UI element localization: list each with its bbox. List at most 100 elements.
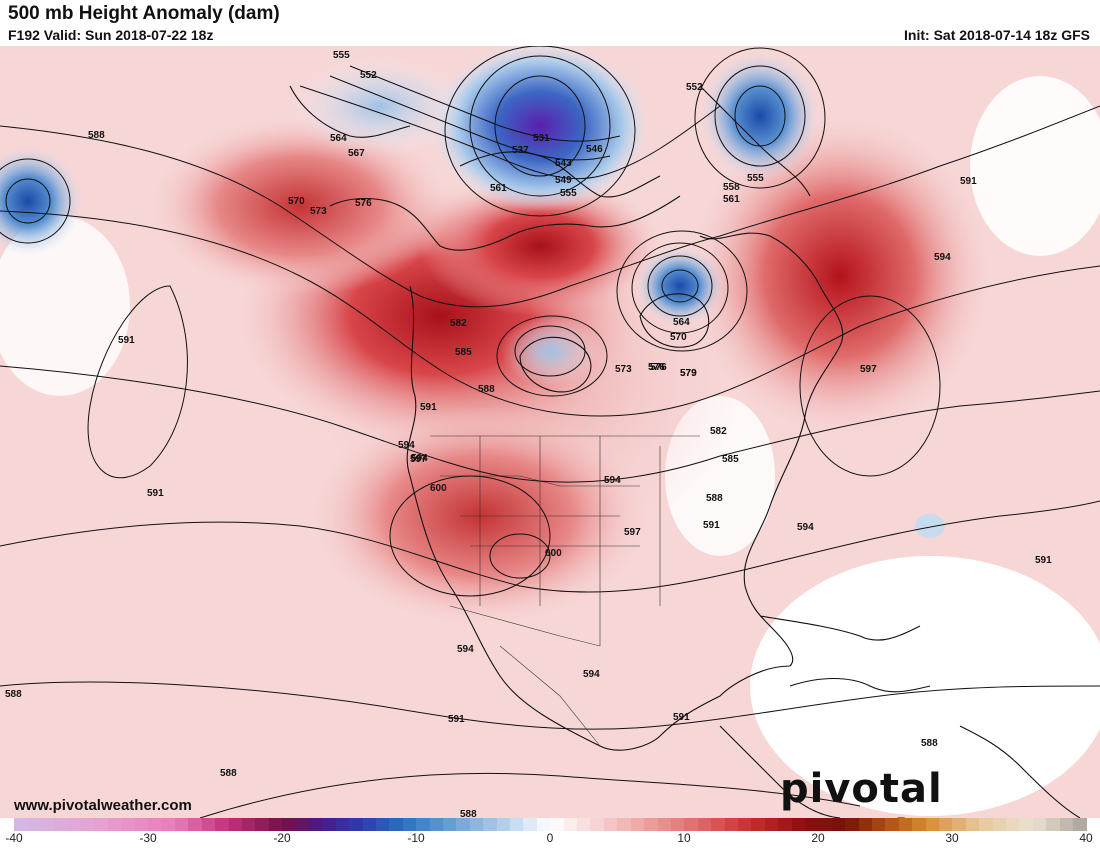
colorbar-swatch xyxy=(577,818,591,831)
colorbar-swatch xyxy=(711,818,725,831)
contour-label: 573 xyxy=(615,364,632,375)
colorbar-swatch xyxy=(898,818,913,831)
colorbar-swatch xyxy=(14,818,28,831)
colorbar-tick-label: 20 xyxy=(811,831,825,845)
colorbar-swatch xyxy=(94,818,108,831)
contour-label: 594 xyxy=(457,644,474,655)
colorbar-swatch xyxy=(925,818,940,831)
colorbar-swatch xyxy=(375,818,390,831)
contour-label: 585 xyxy=(722,454,739,465)
contour-label: 600 xyxy=(430,483,447,494)
contour-label: 579 xyxy=(680,368,697,379)
colorbar-swatch xyxy=(335,818,350,831)
contour-label: 588 xyxy=(88,130,105,141)
contour-label: 564 xyxy=(673,317,690,328)
forecast-valid-time: F192 Valid: Sun 2018-07-22 18z xyxy=(8,27,214,43)
contour-label: 591 xyxy=(448,714,465,725)
colorbar-swatch xyxy=(121,818,135,831)
colorbar-swatch xyxy=(349,818,363,831)
colorbar-swatch xyxy=(885,818,899,831)
colorbar-swatch xyxy=(67,818,82,831)
contour-label: 588 xyxy=(220,768,237,779)
colorbar-swatch xyxy=(644,818,658,831)
contour-label: 594 xyxy=(583,669,600,680)
colorbar-swatch xyxy=(939,818,953,831)
colorbar-swatch xyxy=(483,818,497,831)
colorbar-legend: -40 -30 -20 -10 0 10 20 30 40 xyxy=(0,818,1100,850)
colorbar-swatch xyxy=(979,818,993,831)
site-url: www.pivotalweather.com xyxy=(14,797,192,814)
colorbar-swatch xyxy=(389,818,403,831)
map-title: 500 mb Height Anomaly (dam) xyxy=(8,3,280,24)
colorbar-swatch xyxy=(657,818,671,831)
contour-label: 564 xyxy=(330,133,347,144)
positive-anomaly-atlantic xyxy=(690,116,990,436)
colorbar-swatch xyxy=(215,818,229,831)
colorbar-swatch xyxy=(174,818,189,831)
colorbar-swatch xyxy=(282,818,296,831)
colorbar-swatch xyxy=(697,818,712,831)
negative-anomaly-atlantic-spot xyxy=(915,514,945,538)
contour-label: 588 xyxy=(706,493,723,504)
neutral-area-caribbean xyxy=(750,556,1100,816)
colorbar-swatch xyxy=(429,818,443,831)
negative-anomaly-greenland-low xyxy=(700,51,820,181)
colorbar-swatch xyxy=(550,818,564,831)
colorbar-tick-label: -40 xyxy=(5,831,23,845)
neutral-area-west xyxy=(0,216,130,396)
contour-label: 588 xyxy=(478,384,495,395)
colorbar-swatch xyxy=(416,818,430,831)
contour-label: 594 xyxy=(604,475,621,486)
colorbar-tick-label: 10 xyxy=(677,831,691,845)
colorbar-swatch xyxy=(295,818,309,831)
colorbar-swatch xyxy=(496,818,511,831)
colorbar xyxy=(14,818,1087,831)
colorbar-swatch xyxy=(362,818,376,831)
colorbar-swatch xyxy=(751,818,765,831)
colorbar-swatch xyxy=(818,818,832,831)
contour-label: 591 xyxy=(118,335,135,346)
colorbar-swatch xyxy=(1059,818,1074,831)
contour-label: 549 xyxy=(555,175,572,186)
colorbar-swatch xyxy=(670,818,685,831)
colorbar-swatch xyxy=(603,818,618,831)
height-contours xyxy=(0,46,1100,818)
contour-labels: 555 552 588 564 567 570 573 576 561 531 … xyxy=(5,50,1052,818)
colorbar-swatch xyxy=(858,818,872,831)
colorbar-swatch xyxy=(724,818,738,831)
colorbar-swatch xyxy=(469,818,484,831)
colorbar-swatch xyxy=(40,818,55,831)
model-init-time: Init: Sat 2018-07-14 18z GFS xyxy=(904,27,1090,43)
anomaly-map[interactable]: 555 552 588 564 567 570 573 576 561 531 … xyxy=(0,46,1100,818)
colorbar-swatch xyxy=(804,818,819,831)
colorbar-swatch xyxy=(1073,818,1087,831)
contour-label: 570 xyxy=(670,332,687,343)
contour-label: 594 xyxy=(411,453,428,464)
contour-label: 591 xyxy=(703,520,720,531)
contour-label: 600 xyxy=(545,548,562,559)
positive-anomaly-canada xyxy=(420,176,660,316)
colorbar-swatch xyxy=(764,818,779,831)
colorbar-swatch xyxy=(161,818,175,831)
contour-label: 591 xyxy=(147,488,164,499)
colorbar-swatch xyxy=(255,818,269,831)
contour-label: 597 xyxy=(624,527,641,538)
colorbar-swatch xyxy=(1019,818,1033,831)
colorbar-tick-label: 30 xyxy=(945,831,959,845)
contour-label: 570 xyxy=(288,196,305,207)
colorbar-swatch xyxy=(443,818,457,831)
contour-label: 555 xyxy=(333,50,350,61)
negative-anomaly-hudson-low xyxy=(635,246,725,326)
contour-label: 591 xyxy=(1035,555,1052,566)
colorbar-swatch xyxy=(845,818,859,831)
colorbar-swatch xyxy=(912,818,926,831)
colorbar-swatch xyxy=(456,818,470,831)
colorbar-swatch xyxy=(188,818,202,831)
colorbar-swatch xyxy=(536,818,551,831)
colorbar-swatch xyxy=(54,818,68,831)
colorbar-swatch xyxy=(308,818,323,831)
colorbar-swatch xyxy=(965,818,980,831)
contour-label: 576 xyxy=(650,362,667,373)
contour-label: 537 xyxy=(512,145,529,156)
contour-label: 594 xyxy=(398,440,415,451)
